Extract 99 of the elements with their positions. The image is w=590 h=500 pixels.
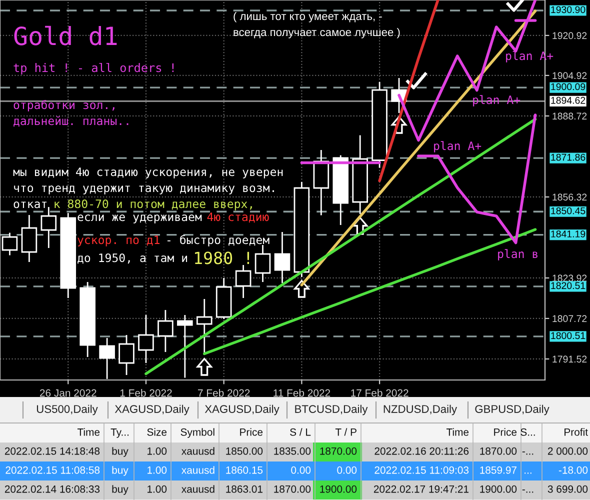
text: Profit — [564, 428, 588, 436]
text: 1.00 — [148, 466, 167, 474]
annotation: к 880-70 и потом далее вверх, — [54, 199, 252, 210]
text: GBPUSD,Daily — [475, 404, 550, 416]
annotation: если же удерживаем — [78, 214, 202, 224]
candlestick — [274, 231, 290, 284]
text: 1870.00 — [320, 447, 357, 455]
text: -... — [522, 490, 534, 493]
annotation: отработки зол., — [14, 100, 114, 112]
text: 2 000.00 — [548, 447, 588, 455]
text: 1900.00 — [320, 485, 357, 493]
text: buy — [112, 447, 128, 457]
candlestick — [99, 337, 115, 380]
text: 1863.01 — [226, 485, 262, 493]
text: S... — [520, 428, 535, 436]
text: XAGUSD,Daily — [114, 404, 190, 416]
text: 2022.02.14 16:08:33 — [4, 485, 100, 493]
x-tick-label: 26 Jan 2022 — [40, 389, 96, 397]
text: buy — [112, 485, 128, 495]
text: Ty... — [110, 428, 129, 438]
text: XAGUSD,Daily — [204, 404, 280, 416]
x-tick-label: 1 Feb 2022 — [120, 389, 172, 397]
ref-line-label: 1894.62 — [551, 96, 586, 104]
candlestick — [2, 232, 18, 256]
annotation: откат — [14, 202, 47, 208]
ref-line-label: 1800.51 — [551, 332, 586, 340]
candlestick — [158, 309, 174, 353]
text: Time — [446, 428, 469, 436]
annotation: 4ю стадию — [207, 212, 269, 223]
text: ... — [524, 472, 532, 474]
annotation: - быстро доедем — [168, 235, 270, 246]
text: US500,Daily — [36, 404, 98, 416]
text: S / L — [290, 428, 311, 436]
y-tick-label: 1807.72 — [552, 315, 587, 322]
line-series — [417, 114, 537, 244]
text: 2022.02.17 19:47:21 — [374, 485, 468, 493]
text: Size — [147, 428, 167, 436]
annotation: ускор. по д1 — [78, 236, 160, 246]
x-tick-label: 7 Feb 2022 — [198, 389, 250, 397]
text: 1.00 — [148, 485, 167, 493]
ref-line-label: 1841.19 — [551, 230, 586, 238]
text: 1859.97 — [480, 466, 516, 474]
candlestick — [21, 214, 38, 263]
ref-line-label: 1850.45 — [551, 207, 586, 214]
candlestick — [138, 314, 154, 364]
annotation: до 1950, а там и — [78, 253, 188, 264]
text: 1900.00 — [480, 485, 517, 493]
annotation: ( лишь тот кто умеет ждать, - — [234, 12, 382, 22]
ref-line-label: 1900.09 — [551, 83, 586, 90]
text: tp hit ! - all orders ! — [14, 62, 174, 74]
text: 1870.00 — [480, 447, 517, 455]
annotation: всегда получает самое лучшее ) — [234, 28, 400, 38]
text: 1835.00 — [274, 447, 311, 455]
text: Symbol — [180, 428, 214, 438]
y-tick-label: 1920.92 — [552, 32, 587, 40]
text: xauusd — [182, 485, 214, 493]
y-tick-label: 1823.92 — [552, 274, 587, 282]
text: xauusd — [182, 447, 214, 455]
candlestick — [235, 264, 252, 299]
text: 1860.15 — [226, 466, 263, 474]
x-tick-label: 11 Feb 2022 — [274, 389, 330, 397]
text: Gold d1 — [14, 26, 117, 46]
text: 2022.02.15 11:08:58 — [6, 466, 100, 474]
ref-line-label: 1871.86 — [551, 154, 586, 161]
annotation: дальнейш. планы.. — [14, 116, 128, 127]
y-tick-label: 1888.72 — [552, 112, 587, 120]
text: -... — [522, 452, 534, 455]
y-tick-label: 1856.32 — [552, 194, 587, 201]
text: NZDUSD,Daily — [384, 404, 458, 416]
text: Time — [77, 428, 100, 436]
ref-line-label: 1820.51 — [551, 282, 586, 290]
annotation: plan A+ — [434, 141, 482, 152]
text: 1850.00 — [226, 447, 263, 455]
text: 2022.02.15 14:18:48 — [4, 447, 100, 455]
ref-line-label: 1930.90 — [551, 6, 586, 14]
text: Price — [494, 428, 517, 436]
text: 2022.02.16 20:11:26 — [374, 447, 469, 455]
text: buy — [112, 466, 128, 476]
text: 1.00 — [148, 447, 167, 455]
text: 1870.00 — [274, 485, 311, 493]
text: Price — [240, 428, 263, 436]
annotation: что тренд удержит такую динамику возм. — [14, 186, 274, 194]
candlestick — [177, 314, 193, 378]
candlestick — [254, 244, 271, 283]
y-tick-label: 1791.52 — [552, 356, 587, 363]
candlestick — [118, 334, 134, 376]
text: T / P — [335, 428, 356, 436]
text: 0.00 — [337, 466, 357, 474]
text: 0.00 — [291, 466, 311, 474]
text: -18.00 — [558, 466, 588, 474]
annotation: мы видим 4ю стадию ускорения, не уверен — [13, 168, 283, 178]
annotation: plan в — [498, 249, 538, 260]
x-tick-label: 17 Feb 2022 — [351, 389, 408, 397]
text: BTCUSD,Daily — [295, 404, 368, 416]
annotation: 1980 ! — [195, 252, 250, 264]
y-tick-label: 1904.92 — [552, 72, 587, 80]
text: 2022.02.15 11:09:03 — [374, 466, 469, 474]
text: xauusd — [182, 466, 214, 474]
text: 3 699.00 — [548, 485, 588, 493]
